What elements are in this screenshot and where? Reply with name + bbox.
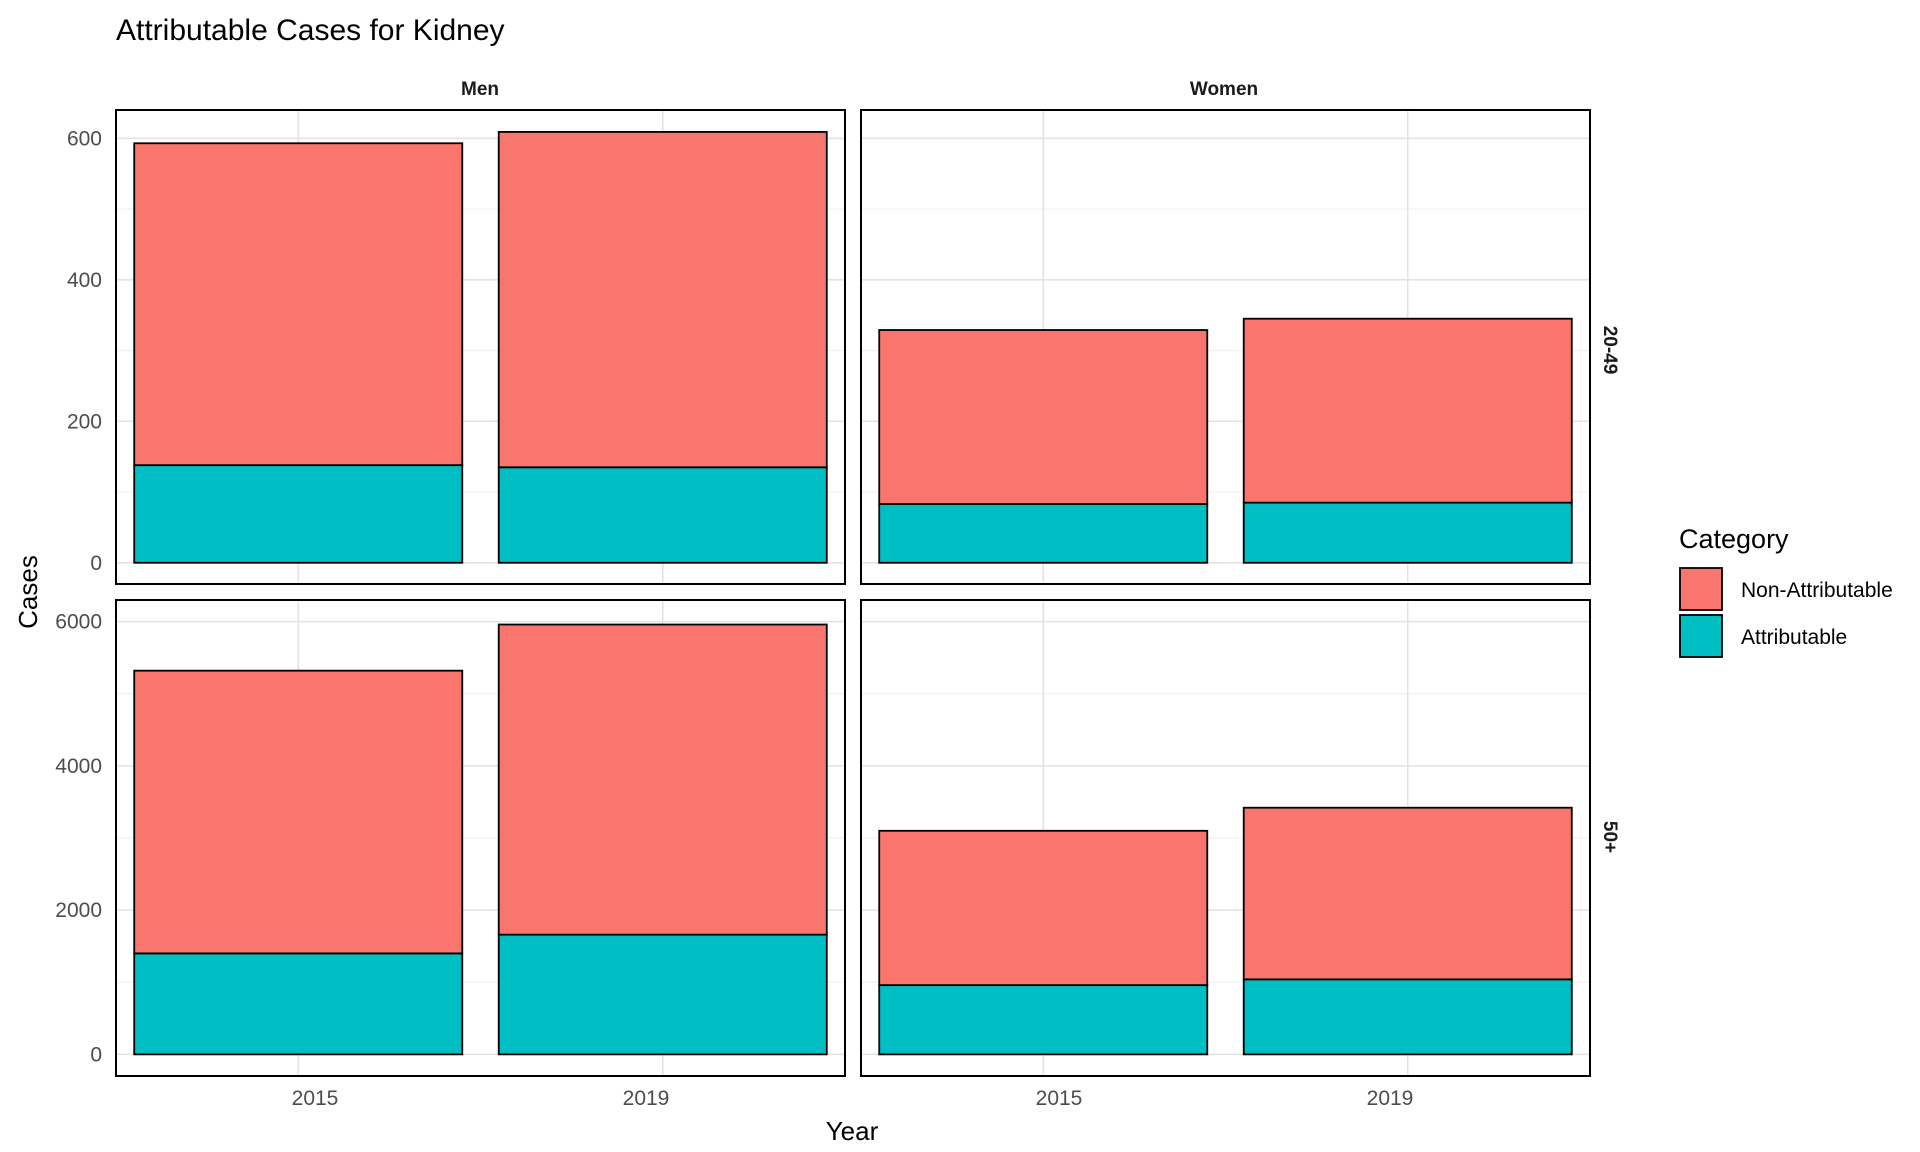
y-tick-label: 200 bbox=[67, 410, 102, 433]
panel-border bbox=[115, 599, 846, 1077]
legend-label-attributable: Attributable bbox=[1741, 626, 1847, 649]
bar-non-attributable bbox=[133, 142, 464, 467]
bar-non-attributable bbox=[1242, 317, 1573, 504]
legend-swatch-non-attributable bbox=[1679, 567, 1723, 611]
y-axis-title: Cases bbox=[13, 555, 43, 629]
bar-attributable bbox=[497, 466, 828, 564]
bar-non-attributable bbox=[133, 669, 464, 955]
legend: Category Non-Attributable Attributable bbox=[1679, 524, 1893, 658]
bar-attributable bbox=[1242, 501, 1573, 564]
x-tick-label: 2019 bbox=[623, 1087, 670, 1110]
y-tick-label: 2000 bbox=[55, 899, 102, 922]
bar-non-attributable bbox=[878, 329, 1209, 505]
bar-non-attributable bbox=[1242, 806, 1573, 981]
legend-title: Category bbox=[1679, 524, 1789, 554]
strip-label-age-20-49: 20-49 bbox=[1599, 326, 1620, 375]
y-tick-label: 6000 bbox=[55, 611, 102, 634]
panel-border bbox=[860, 109, 1591, 585]
bar-non-attributable bbox=[497, 623, 828, 936]
strip-label-men: Men bbox=[461, 79, 499, 100]
y-tick-label: 400 bbox=[67, 269, 102, 292]
strip-label-women: Women bbox=[1190, 79, 1258, 100]
x-tick-label: 2015 bbox=[1036, 1087, 1083, 1110]
bar-attributable bbox=[497, 933, 828, 1056]
bar-attributable bbox=[878, 984, 1209, 1056]
y-tick-label: 0 bbox=[90, 1043, 102, 1066]
y-tick-label: 0 bbox=[90, 552, 102, 575]
x-axis-title: Year bbox=[826, 1116, 879, 1146]
panel-border bbox=[860, 599, 1591, 1077]
y-tick-label: 4000 bbox=[55, 755, 102, 778]
chart-title: Attributable Cases for Kidney bbox=[116, 14, 505, 47]
bar-non-attributable bbox=[497, 131, 828, 469]
bar-attributable bbox=[1242, 978, 1573, 1056]
bar-attributable bbox=[133, 464, 464, 564]
x-tick-label: 2015 bbox=[292, 1087, 339, 1110]
x-tick-label: 2019 bbox=[1367, 1087, 1414, 1110]
bar-attributable bbox=[878, 503, 1209, 564]
y-tick-label: 600 bbox=[67, 127, 102, 150]
legend-label-non-attributable: Non-Attributable bbox=[1741, 579, 1893, 602]
panel-border bbox=[115, 109, 846, 585]
bar-non-attributable bbox=[878, 829, 1209, 987]
strip-label-age-50-plus: 50+ bbox=[1599, 821, 1620, 853]
legend-swatch-attributable bbox=[1679, 614, 1723, 658]
bar-attributable bbox=[133, 952, 464, 1056]
